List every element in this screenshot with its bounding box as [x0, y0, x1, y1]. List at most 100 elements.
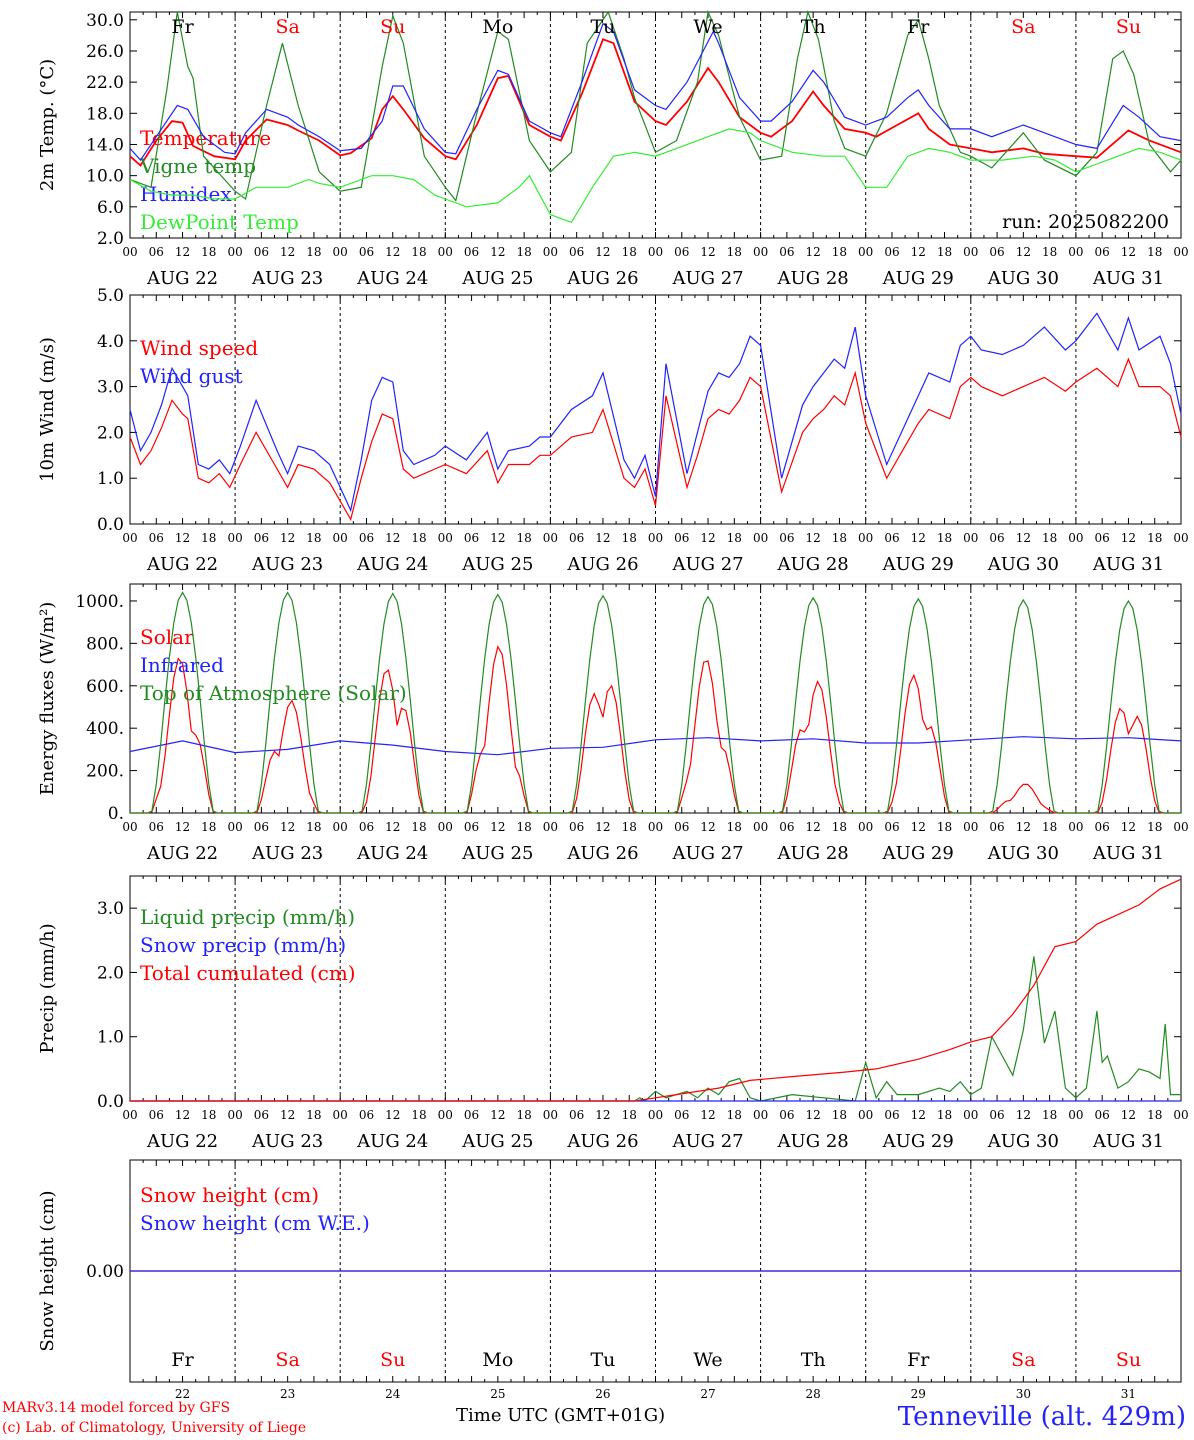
hour-label-1: 00 — [753, 531, 768, 545]
hour-label-1: 18 — [411, 531, 426, 545]
hour-label-0: 18 — [937, 245, 952, 259]
date-label-0: AUG 24 — [356, 268, 428, 289]
hour-label-2: 00 — [858, 820, 873, 834]
hour-label-2: 18 — [622, 820, 637, 834]
hour-label-3: 06 — [359, 1108, 374, 1122]
hour-label-3: 00 — [648, 1108, 663, 1122]
legend-4-0: Snow height (cm) — [140, 1183, 319, 1207]
hour-label-3: 00 — [963, 1108, 978, 1122]
hour-label-2: 00 — [438, 820, 453, 834]
date-label-2: AUG 25 — [461, 843, 533, 864]
y-tick-label-3: 1.0 — [97, 1028, 124, 1048]
hour-label-2: 00 — [543, 820, 558, 834]
date-label-1: AUG 23 — [251, 554, 323, 575]
hour-label-1: 06 — [1095, 531, 1110, 545]
legend-2-1: Infrared — [140, 653, 224, 677]
weekday-top-0: Fr — [171, 16, 194, 38]
hour-label-0: 18 — [622, 245, 637, 259]
hour-label-2: 18 — [832, 820, 847, 834]
date-label-1: AUG 24 — [356, 554, 428, 575]
date-label-3: AUG 26 — [566, 1131, 638, 1152]
hour-label-2: 06 — [569, 820, 584, 834]
hour-label-0: 00 — [963, 245, 978, 259]
hour-label-2: 18 — [937, 820, 952, 834]
hour-label-0: 00 — [333, 245, 348, 259]
series-line-0-1 — [129, 9, 1182, 202]
hour-label-3: 18 — [516, 1108, 531, 1122]
date-label-1: AUG 31 — [1092, 554, 1164, 575]
hour-label-1: 06 — [884, 531, 899, 545]
y-tick-label-2: 400. — [86, 719, 124, 739]
date-label-2: AUG 27 — [671, 843, 743, 864]
hour-label-1: 18 — [306, 531, 321, 545]
hour-label-1: 12 — [700, 531, 715, 545]
y-tick-label-2: 0. — [108, 804, 124, 824]
day-number-5: 27 — [700, 1387, 715, 1401]
legend-0-2: Humidex — [140, 182, 232, 206]
hour-label-3: 12 — [490, 1108, 505, 1122]
hour-label-1: 00 — [438, 531, 453, 545]
hour-label-1: 00 — [963, 531, 978, 545]
hour-label-2: 06 — [779, 820, 794, 834]
hour-label-3: 18 — [411, 1108, 426, 1122]
hour-label-0: 00 — [1173, 245, 1188, 259]
series-line-0-3 — [129, 128, 1182, 224]
hour-label-0: 06 — [149, 245, 164, 259]
hour-label-1: 12 — [385, 531, 400, 545]
hour-label-1: 18 — [727, 531, 742, 545]
hour-label-2: 00 — [122, 820, 137, 834]
weekday-top-1: Sa — [275, 16, 299, 38]
y-tick-label-1: 0.0 — [97, 515, 124, 535]
hour-label-3: 06 — [779, 1108, 794, 1122]
hour-label-0: 06 — [1095, 245, 1110, 259]
date-label-0: AUG 25 — [461, 268, 533, 289]
hour-label-3: 18 — [832, 1108, 847, 1122]
y-tick-label-3: 3.0 — [97, 899, 124, 919]
y-tick-label-2: 600. — [86, 677, 124, 697]
date-label-2: AUG 23 — [251, 843, 323, 864]
y-tick-label-1: 2.0 — [97, 423, 124, 443]
hour-label-2: 00 — [227, 820, 242, 834]
hour-label-0: 00 — [858, 245, 873, 259]
hour-label-0: 12 — [806, 245, 821, 259]
hour-label-0: 06 — [884, 245, 899, 259]
hour-label-3: 00 — [438, 1108, 453, 1122]
hour-label-0: 12 — [280, 245, 295, 259]
hour-label-0: 12 — [175, 245, 190, 259]
legend-3-0: Liquid precip (mm/h) — [140, 905, 355, 929]
date-label-0: AUG 22 — [146, 268, 218, 289]
weekday-bottom-2: Su — [380, 1349, 405, 1371]
hour-label-3: 06 — [569, 1108, 584, 1122]
hour-label-0: 06 — [569, 245, 584, 259]
hour-label-0: 12 — [490, 245, 505, 259]
weekday-top-3: Mo — [482, 16, 513, 38]
y-tick-label-1: 1.0 — [97, 469, 124, 489]
weekday-bottom-3: Mo — [482, 1349, 513, 1371]
hour-label-3: 06 — [884, 1108, 899, 1122]
weekday-bottom-6: Th — [801, 1349, 826, 1371]
y-tick-label-3: 2.0 — [97, 963, 124, 983]
y-axis-label-3: Precip (mm/h) — [37, 923, 58, 1053]
hour-label-2: 12 — [595, 820, 610, 834]
hour-label-3: 18 — [727, 1108, 742, 1122]
weekday-bottom-1: Sa — [275, 1349, 299, 1371]
hour-label-2: 06 — [359, 820, 374, 834]
date-label-1: AUG 22 — [146, 554, 218, 575]
hour-label-1: 12 — [280, 531, 295, 545]
date-label-3: AUG 24 — [356, 1131, 428, 1152]
weekday-top-2: Su — [380, 16, 405, 38]
hour-label-1: 00 — [1173, 531, 1188, 545]
hour-label-2: 12 — [175, 820, 190, 834]
y-tick-label-0: 10.0 — [86, 167, 124, 187]
date-label-0: AUG 28 — [777, 268, 849, 289]
hour-label-0: 00 — [1068, 245, 1083, 259]
date-label-3: AUG 27 — [671, 1131, 743, 1152]
hour-label-3: 18 — [1042, 1108, 1057, 1122]
hour-label-0: 12 — [385, 245, 400, 259]
hour-label-1: 06 — [989, 531, 1004, 545]
hour-label-3: 00 — [122, 1108, 137, 1122]
hour-label-2: 00 — [1173, 820, 1188, 834]
hour-label-0: 18 — [727, 245, 742, 259]
hour-label-1: 06 — [149, 531, 164, 545]
hour-label-1: 06 — [569, 531, 584, 545]
